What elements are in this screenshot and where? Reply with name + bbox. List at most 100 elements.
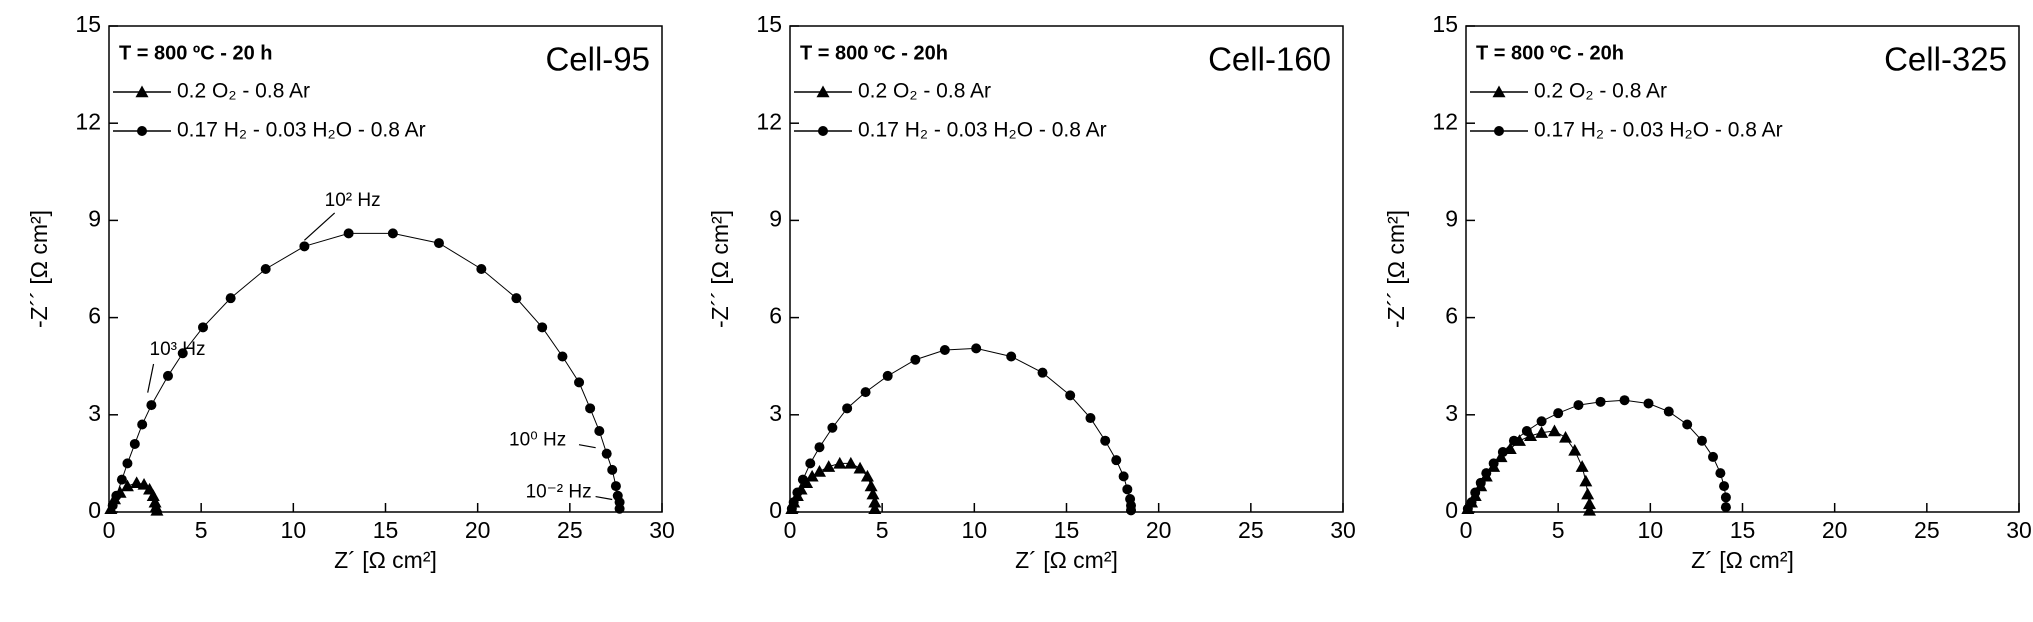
circle-marker <box>1553 408 1564 419</box>
circle-marker <box>177 348 188 359</box>
chart-title: Cell-160 <box>1208 41 1331 78</box>
circle-marker <box>797 474 808 485</box>
circle-marker <box>601 448 612 459</box>
circle-marker <box>1715 468 1726 479</box>
y-tick-label: 9 <box>769 205 782 231</box>
circle-marker <box>116 474 127 485</box>
circle-marker <box>1111 455 1122 466</box>
circle-marker <box>198 322 209 333</box>
x-tick-label: 5 <box>876 517 889 543</box>
frequency-annotation: 10⁻² Hz <box>526 482 592 503</box>
circle-marker <box>1481 468 1492 479</box>
y-axis-label: -Z´´ [Ω cm²] <box>26 210 52 328</box>
circle-marker <box>343 228 354 239</box>
circle-marker <box>814 442 825 453</box>
triangle-marker <box>130 476 144 489</box>
series-line <box>112 232 621 509</box>
circle-marker <box>939 345 950 355</box>
circle-marker <box>137 126 147 136</box>
circle-marker <box>805 458 816 469</box>
circle-marker <box>1521 426 1532 436</box>
circle-marker <box>1065 390 1076 401</box>
triangle-marker <box>816 85 830 98</box>
condition-label: T = 800 ºC - 20h <box>800 42 948 64</box>
triangle-marker <box>864 479 878 492</box>
circle-marker <box>1100 435 1111 446</box>
y-tick-label: 3 <box>769 400 782 426</box>
y-tick-label: 6 <box>769 303 782 329</box>
legend-label: 0.2 O₂ - 0.8 Ar <box>858 80 991 103</box>
circle-marker <box>1006 351 1017 362</box>
circle-marker <box>882 370 893 381</box>
circle-marker <box>910 354 921 365</box>
triangle-marker <box>833 456 847 469</box>
triangle-marker <box>1535 426 1549 438</box>
circle-marker <box>137 419 148 430</box>
circle-marker <box>1720 502 1731 513</box>
triangle-marker <box>120 479 134 492</box>
circle-marker <box>1126 505 1137 516</box>
y-axis-label: -Z´´ [Ω cm²] <box>1383 210 1409 328</box>
triangle-marker <box>1581 487 1595 500</box>
y-tick-label: 0 <box>1445 497 1458 523</box>
circle-marker <box>433 238 444 249</box>
circle-marker <box>122 458 133 469</box>
circle-marker <box>842 403 853 414</box>
y-tick-label: 0 <box>769 497 782 523</box>
circle-marker <box>1488 458 1499 469</box>
y-tick-label: 0 <box>88 497 101 523</box>
y-tick-label: 15 <box>75 11 101 37</box>
circle-marker <box>1720 492 1731 503</box>
y-tick-label: 3 <box>1445 400 1458 426</box>
circle-marker <box>1497 447 1508 458</box>
triangle-marker <box>812 465 826 477</box>
circle-marker <box>860 387 871 398</box>
circle-marker <box>614 503 625 514</box>
circle-marker <box>1085 413 1096 424</box>
annotation-arrow <box>303 212 336 241</box>
circle-marker <box>1470 487 1481 498</box>
y-tick-label: 9 <box>1445 205 1458 231</box>
x-tick-label: 30 <box>1330 517 1356 543</box>
x-tick-label: 10 <box>1638 517 1664 543</box>
legend-label: 0.17 H₂ - 0.03 H₂O - 0.8 Ar <box>177 119 426 142</box>
circle-marker <box>1508 435 1519 446</box>
circle-marker <box>299 241 310 252</box>
frequency-annotation: 10⁰ Hz <box>509 430 566 451</box>
circle-marker <box>1122 484 1133 495</box>
x-tick-label: 5 <box>1552 517 1565 543</box>
condition-label: T = 800 ºC - 20h <box>1476 42 1624 64</box>
y-tick-label: 12 <box>756 108 782 134</box>
circle-marker <box>788 497 799 508</box>
x-tick-label: 25 <box>557 517 583 543</box>
circle-marker <box>1466 497 1477 508</box>
x-tick-label: 15 <box>1730 517 1756 543</box>
y-tick-label: 9 <box>88 205 101 231</box>
y-tick-label: 3 <box>88 400 101 426</box>
x-tick-label: 10 <box>281 517 307 543</box>
circle-marker <box>607 464 618 475</box>
circle-marker <box>476 264 487 274</box>
triangle-marker <box>1579 474 1593 487</box>
y-tick-label: 6 <box>88 303 101 329</box>
circle-marker <box>792 487 803 498</box>
triangle-marker <box>1583 503 1597 516</box>
y-tick-label: 12 <box>1432 108 1458 134</box>
annotation-arrow <box>147 363 155 393</box>
frequency-annotation: 10² Hz <box>325 190 381 211</box>
triangle-marker <box>868 495 882 508</box>
circle-marker <box>1595 396 1606 407</box>
x-tick-label: 25 <box>1914 517 1940 543</box>
triangle-marker <box>1559 430 1573 443</box>
triangle-marker <box>1524 429 1538 442</box>
frequency-annotation: 10³ Hz <box>150 339 206 360</box>
legend-label: 0.2 O₂ - 0.8 Ar <box>177 80 310 103</box>
circle-marker <box>827 422 838 433</box>
x-tick-label: 20 <box>465 517 491 543</box>
circle-marker <box>557 351 568 362</box>
circle-marker <box>1708 451 1719 462</box>
annotation-arrow <box>595 495 613 501</box>
x-tick-label: 15 <box>373 517 399 543</box>
circle-marker <box>594 426 605 436</box>
triangle-marker <box>1568 443 1582 456</box>
